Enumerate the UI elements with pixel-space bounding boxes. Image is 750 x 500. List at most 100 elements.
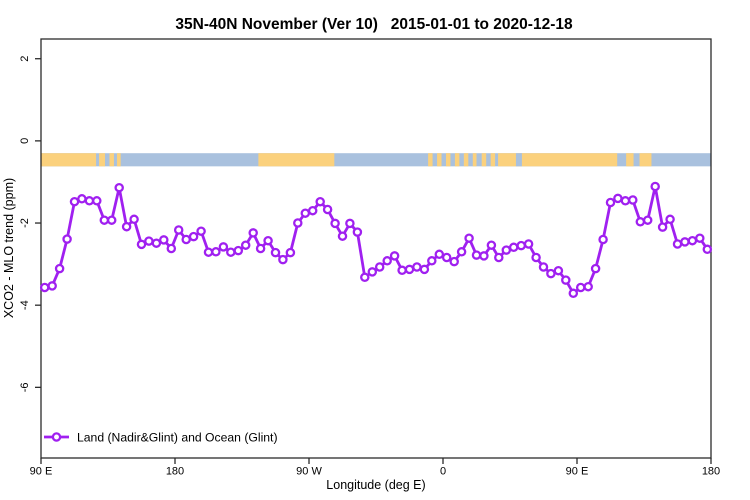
data-point	[605, 197, 616, 208]
data-point	[471, 250, 482, 260]
data-point	[620, 196, 631, 206]
data-point	[196, 226, 206, 236]
data-point	[628, 195, 638, 205]
data-point	[352, 227, 363, 237]
data-point	[188, 231, 199, 242]
data-point	[650, 181, 660, 192]
data-point	[84, 196, 95, 206]
land-segment	[463, 153, 469, 167]
data-point	[575, 282, 586, 293]
data-point	[590, 263, 601, 274]
land-segment	[258, 153, 335, 167]
data-point	[92, 196, 102, 206]
legend: Land (Nadir&Glint) and Ocean (Glint)	[44, 431, 278, 445]
data-point	[159, 235, 169, 245]
land-segment	[41, 153, 97, 167]
legend-label: Land (Nadir&Glint) and Ocean (Glint)	[77, 431, 278, 445]
data-point	[270, 247, 281, 258]
x-tick-label: 180	[702, 466, 720, 478]
data-point	[464, 233, 474, 243]
data-point	[486, 240, 497, 250]
data-point	[144, 236, 154, 246]
land-segment	[445, 153, 451, 167]
data-point	[427, 256, 437, 266]
data-point	[523, 239, 534, 249]
y-tick-label: 0	[19, 138, 31, 144]
data-point	[382, 256, 392, 266]
data-point	[248, 228, 258, 238]
data-point	[665, 214, 675, 225]
x-tick-label: 0	[440, 466, 446, 478]
land-segment	[481, 153, 487, 167]
y-tick-label: -6	[19, 382, 31, 392]
data-point	[47, 281, 57, 291]
data-point	[77, 194, 87, 204]
data-point	[99, 215, 110, 225]
data-point	[226, 247, 236, 257]
x-tick-label: 180	[166, 466, 184, 478]
data-point	[62, 234, 72, 244]
data-point	[173, 225, 184, 235]
data-point	[546, 268, 556, 279]
legend-marker-icon	[51, 432, 62, 442]
data-point	[285, 247, 296, 258]
data-point	[568, 288, 579, 299]
data-point	[508, 242, 519, 253]
data-point	[367, 267, 378, 277]
land-segment	[437, 153, 442, 167]
x-axis-label: Longitude (deg E)	[326, 478, 425, 492]
data-point	[136, 239, 147, 250]
data-point	[345, 218, 355, 229]
data-point	[151, 238, 162, 248]
data-point	[39, 282, 50, 293]
data-point	[233, 245, 244, 256]
data-point	[121, 221, 132, 232]
y-tick-label: -4	[19, 300, 31, 310]
land-segment	[109, 153, 114, 167]
axis-ticks: 90 E 180 90 W 0 90 E 180 2 0 -2 -4 -6	[19, 56, 720, 478]
data-point	[278, 254, 288, 265]
data-point	[501, 245, 512, 255]
land-segment	[428, 153, 433, 167]
data-point	[211, 247, 221, 257]
data-point	[374, 262, 385, 272]
data-point	[434, 249, 445, 260]
data-point	[322, 204, 333, 215]
data-point	[106, 215, 117, 225]
land-segment	[498, 153, 618, 167]
data-point	[263, 235, 273, 246]
data-point	[404, 264, 415, 275]
land-segment	[472, 153, 477, 167]
x-tick-label: 90 E	[566, 466, 589, 478]
data-point	[412, 262, 422, 272]
data-point	[538, 262, 549, 272]
data-point	[516, 240, 526, 251]
data-point	[166, 243, 177, 254]
ocean-patch	[515, 153, 522, 167]
data-point	[657, 222, 668, 232]
data-point	[687, 235, 698, 246]
land-segment	[639, 153, 652, 167]
data-point	[114, 182, 124, 193]
data-point	[702, 244, 713, 255]
chart-title: 35N-40N November (Ver 10) 2015-01-01 to …	[175, 16, 573, 33]
land-segment	[626, 153, 634, 167]
data-point	[561, 275, 571, 285]
data-point	[293, 218, 303, 228]
data-point	[240, 240, 251, 250]
data-point	[54, 263, 65, 274]
data-point	[441, 252, 452, 263]
data-point	[203, 247, 214, 257]
land-segment	[99, 153, 106, 167]
data-point	[456, 247, 467, 257]
data-point	[337, 231, 348, 241]
x-tick-label: 90 W	[296, 466, 322, 478]
data-point	[330, 218, 340, 229]
data-point	[449, 256, 459, 267]
data-series	[39, 181, 713, 299]
data-point	[613, 193, 623, 204]
land-ocean-band	[41, 153, 711, 167]
data-point	[680, 237, 690, 247]
